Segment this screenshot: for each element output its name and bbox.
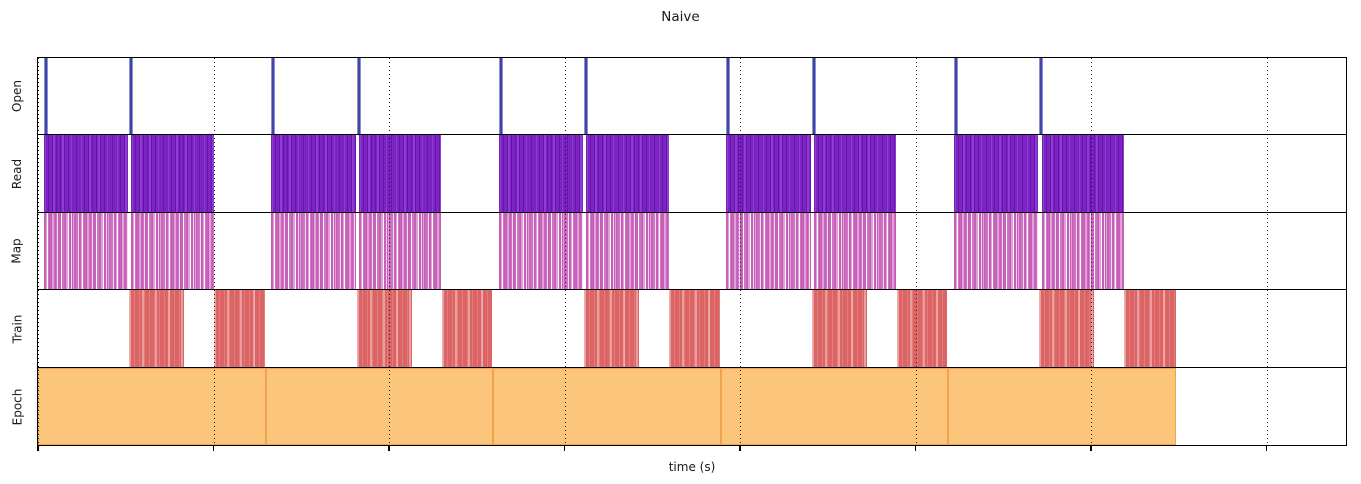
map-span [813, 212, 897, 290]
dotted-gridline [915, 58, 917, 445]
open-span [953, 58, 958, 135]
dotted-gridline [38, 58, 39, 445]
open-span [498, 58, 503, 135]
y-axis-label-text: Epoch [10, 388, 24, 426]
epoch-span [948, 367, 1176, 445]
plot-area [37, 57, 1347, 446]
dotted-gridline [1266, 58, 1268, 445]
x-axis-tick [739, 446, 741, 451]
train-span [129, 290, 184, 367]
read-span [813, 135, 897, 212]
map-span [586, 212, 669, 290]
read-span [358, 135, 442, 212]
dotted-gridline [1091, 58, 1092, 445]
open-span [726, 58, 731, 135]
y-axis-label-open: Open [0, 57, 34, 135]
train-span [811, 290, 867, 367]
x-axis-tick [1090, 446, 1092, 451]
read-span [953, 135, 1039, 212]
y-axis-label-train: Train [0, 290, 34, 368]
map-span [271, 212, 356, 290]
map-span [1041, 212, 1124, 290]
y-axis-label-epoch: Epoch [0, 368, 34, 446]
train-span [584, 290, 640, 367]
train-span [1124, 290, 1176, 367]
open-span [356, 58, 361, 135]
read-span [726, 135, 811, 212]
y-axis-label-read: Read [0, 135, 34, 213]
lane-epoch [38, 367, 1346, 445]
y-axis-label-text: Open [10, 79, 24, 112]
open-span [129, 58, 133, 135]
read-span [131, 135, 214, 212]
open-span [271, 58, 276, 135]
x-axis-tick [914, 446, 916, 451]
map-span [131, 212, 214, 290]
x-axis-tick [388, 446, 390, 451]
open-span [1039, 58, 1044, 135]
train-span [214, 290, 265, 367]
train-span [896, 290, 948, 367]
x-axis-tick [563, 446, 565, 451]
chart-title: Naive [661, 9, 700, 25]
read-span [271, 135, 356, 212]
dotted-gridline [213, 58, 215, 445]
read-span [586, 135, 669, 212]
epoch-span [38, 367, 266, 445]
epoch-span [493, 367, 721, 445]
x-axis-tick [212, 446, 214, 451]
y-axis-label-text: Read [10, 158, 24, 189]
x-axis-tick [37, 446, 39, 451]
y-axis-label-map: Map [0, 213, 34, 291]
y-axis-label-text: Train [9, 314, 24, 344]
lane-train [38, 290, 1346, 368]
dotted-gridline [564, 58, 566, 445]
lane-open [38, 58, 1346, 136]
y-axis-label-text: Map [9, 238, 24, 265]
map-span [498, 212, 584, 290]
dotted-gridline [740, 58, 741, 445]
train-span [441, 290, 493, 367]
read-span [43, 135, 128, 212]
x-axis-label: time (s) [668, 460, 716, 474]
lane-map [38, 212, 1346, 291]
lane-read [38, 135, 1346, 213]
read-span [498, 135, 584, 212]
open-span [43, 58, 48, 135]
train-span [356, 290, 412, 367]
train-span [669, 290, 720, 367]
epoch-span [265, 367, 494, 445]
map-span [358, 212, 442, 290]
read-span [1041, 135, 1124, 212]
map-span [953, 212, 1039, 290]
open-span [811, 58, 816, 135]
map-span [43, 212, 128, 290]
train-span [1039, 290, 1095, 367]
dotted-gridline [389, 58, 390, 445]
map-span [726, 212, 811, 290]
x-axis-tick [1265, 446, 1267, 451]
open-span [584, 58, 589, 135]
epoch-span [720, 367, 949, 445]
